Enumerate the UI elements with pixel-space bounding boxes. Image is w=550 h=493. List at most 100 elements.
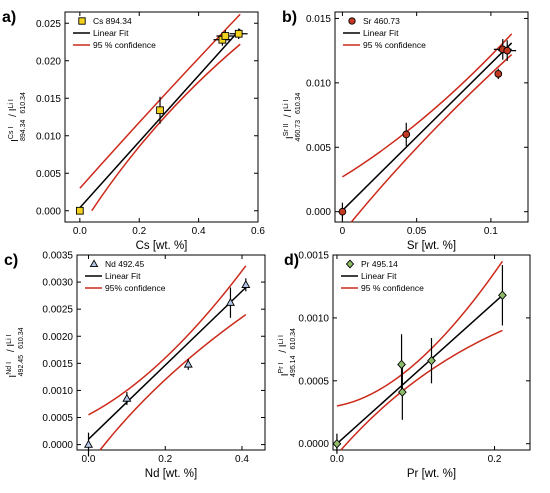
legend-marker: [348, 17, 356, 25]
legend-entry-fit: Linear Fit: [93, 28, 129, 38]
linear-fit-line: [87, 286, 247, 440]
data-point: [498, 290, 507, 301]
confidence-lower-line: [340, 329, 503, 451]
y-tick-label: 0.015: [36, 94, 61, 105]
y-tick-label: 0.0000: [42, 440, 73, 451]
legend: Pr 495.14 Linear Fit 95 % confidence: [341, 259, 424, 293]
y-tick-label: 0.005: [306, 143, 331, 154]
legend-entry-fit: Linear Fit: [363, 28, 399, 38]
x-tick-label: 0.2: [158, 454, 172, 465]
legend-marker: [89, 259, 99, 268]
y-tick-label: 0.0030: [42, 278, 73, 289]
legend-entry-fit: Linear Fit: [105, 271, 141, 281]
confidence-lower-line: [91, 43, 241, 212]
data-point: [397, 387, 407, 397]
y-tick-label: 0.000: [36, 206, 61, 217]
data-point: [234, 29, 243, 38]
x-tick-label: 0.4: [235, 454, 249, 465]
legend-entry-confidence: 95 % confidence: [361, 283, 424, 293]
y-axis-label: INd I 492.45 / ILi I 610.34: [6, 327, 25, 377]
legend: Sr 460.73 Linear Fit 95 % confidence: [343, 16, 426, 50]
y-tick-label: 0.010: [36, 131, 61, 142]
data-point: [332, 438, 342, 449]
y-tick-label: 0.0015: [42, 359, 73, 370]
panel-label: b): [282, 9, 297, 26]
y-tick-label: 0.025: [36, 19, 61, 30]
linear-fit-line: [341, 42, 513, 211]
legend: Nd 492.45 Linear Fit 95% confidence: [85, 259, 166, 293]
panel-d: d) 0.0 0.2 0.0000 0.0005 0.0010 0.0015 Pr [wt. …: [278, 251, 531, 480]
y-tick-label: 0.0005: [298, 376, 329, 387]
x-axis-label: Nd [wt. %]: [145, 468, 197, 480]
y-tick-label: 0.0015: [298, 251, 329, 262]
y-tick-label: 0.005: [36, 169, 61, 180]
y-axis-label: IPr I 495.14 / ILi I 610.34: [278, 328, 297, 377]
legend-marker: [78, 17, 86, 25]
plot-frame: [334, 11, 529, 223]
data-point: [241, 279, 251, 288]
plot-frame: [76, 254, 266, 451]
y-tick-label: 0.000: [306, 207, 331, 218]
panel-label: c): [4, 252, 18, 269]
y-tick-label: 0.0000: [298, 439, 329, 450]
x-tick-label: 0: [340, 226, 346, 237]
legend-entry-data: Cs 894.34: [93, 16, 132, 26]
plot-frame: [64, 11, 259, 223]
x-tick-label: 0.4: [192, 226, 206, 237]
legend: Cs 894.34 Linear Fit 95 % confidence: [73, 16, 156, 50]
panel-label: a): [2, 9, 16, 26]
y-tick-label: 0.0035: [42, 251, 73, 262]
legend-entry-data: Sr 460.73: [363, 16, 400, 26]
linear-fit-line: [336, 294, 503, 445]
data-point: [427, 355, 436, 366]
panel-label: d): [284, 252, 299, 269]
panel-b: b) 0 0.05 0.1 0.000 0.005 0.010 0.015 Sr [wt. %]…: [282, 9, 529, 252]
x-tick-label: 0.2: [488, 454, 502, 465]
confidence-upper-line: [342, 33, 513, 178]
legend-marker: [345, 259, 355, 269]
data-point: [338, 207, 347, 216]
data-point: [225, 297, 235, 306]
y-tick-label: 0.020: [36, 56, 61, 67]
y-tick-label: 0.010: [306, 78, 331, 89]
data-point: [156, 106, 164, 115]
x-tick-label: 0.6: [251, 226, 265, 237]
x-axis-label: Pr [wt. %]: [407, 468, 456, 480]
legend-entry-data: Nd 492.45: [105, 259, 144, 269]
data-point: [122, 393, 132, 402]
legend-entry-data: Pr 495.14: [361, 259, 398, 269]
x-tick-label: 0.05: [407, 226, 427, 237]
x-tick-label: 0.2: [132, 226, 146, 237]
x-tick-label: 0.0: [82, 454, 96, 465]
data-point: [83, 439, 94, 448]
confidence-upper-line: [336, 260, 504, 407]
y-tick-label: 0.0010: [42, 386, 73, 397]
y-tick-label: 0.0025: [42, 305, 73, 316]
legend-entry-confidence: 95% confidence: [105, 283, 166, 293]
y-tick-label: 0.0010: [298, 313, 329, 324]
confidence-lower-line: [99, 313, 247, 451]
legend-entry-fit: Linear Fit: [361, 271, 397, 281]
y-axis-label: ICs I 894.34 / ILi I 610.34: [8, 92, 27, 142]
y-tick-label: 0.015: [306, 14, 331, 25]
confidence-upper-line: [88, 265, 247, 416]
x-axis-label: Sr [wt. %]: [407, 240, 456, 252]
data-point: [183, 359, 193, 368]
y-tick-label: 0.0005: [42, 413, 73, 424]
plot-frame: [332, 254, 531, 451]
legend-entry-confidence: 95 % confidence: [363, 40, 426, 50]
x-tick-label: 0.1: [484, 226, 498, 237]
legend-entry-confidence: 95 % confidence: [93, 40, 156, 50]
panel-c: c) 0.0 0.2 0.4 0.0000 0.0005 0.0010 0.0015 0.002…: [4, 251, 266, 480]
data-point: [397, 359, 406, 370]
data-point: [75, 206, 84, 215]
panel-a: a) 0.0 0.2 0.4 0.6 0.000 0.005 0.010 0.015 0.020 0…: [2, 9, 265, 252]
x-axis-label: Cs [wt. %]: [136, 240, 188, 252]
x-tick-label: 0.0: [330, 454, 344, 465]
data-point: [494, 69, 503, 78]
data-point: [402, 130, 411, 139]
confidence-lower-line: [350, 53, 513, 223]
y-tick-label: 0.0020: [42, 332, 73, 343]
y-axis-label: ISr II 460.73 / ILi I 610.34: [283, 92, 302, 141]
